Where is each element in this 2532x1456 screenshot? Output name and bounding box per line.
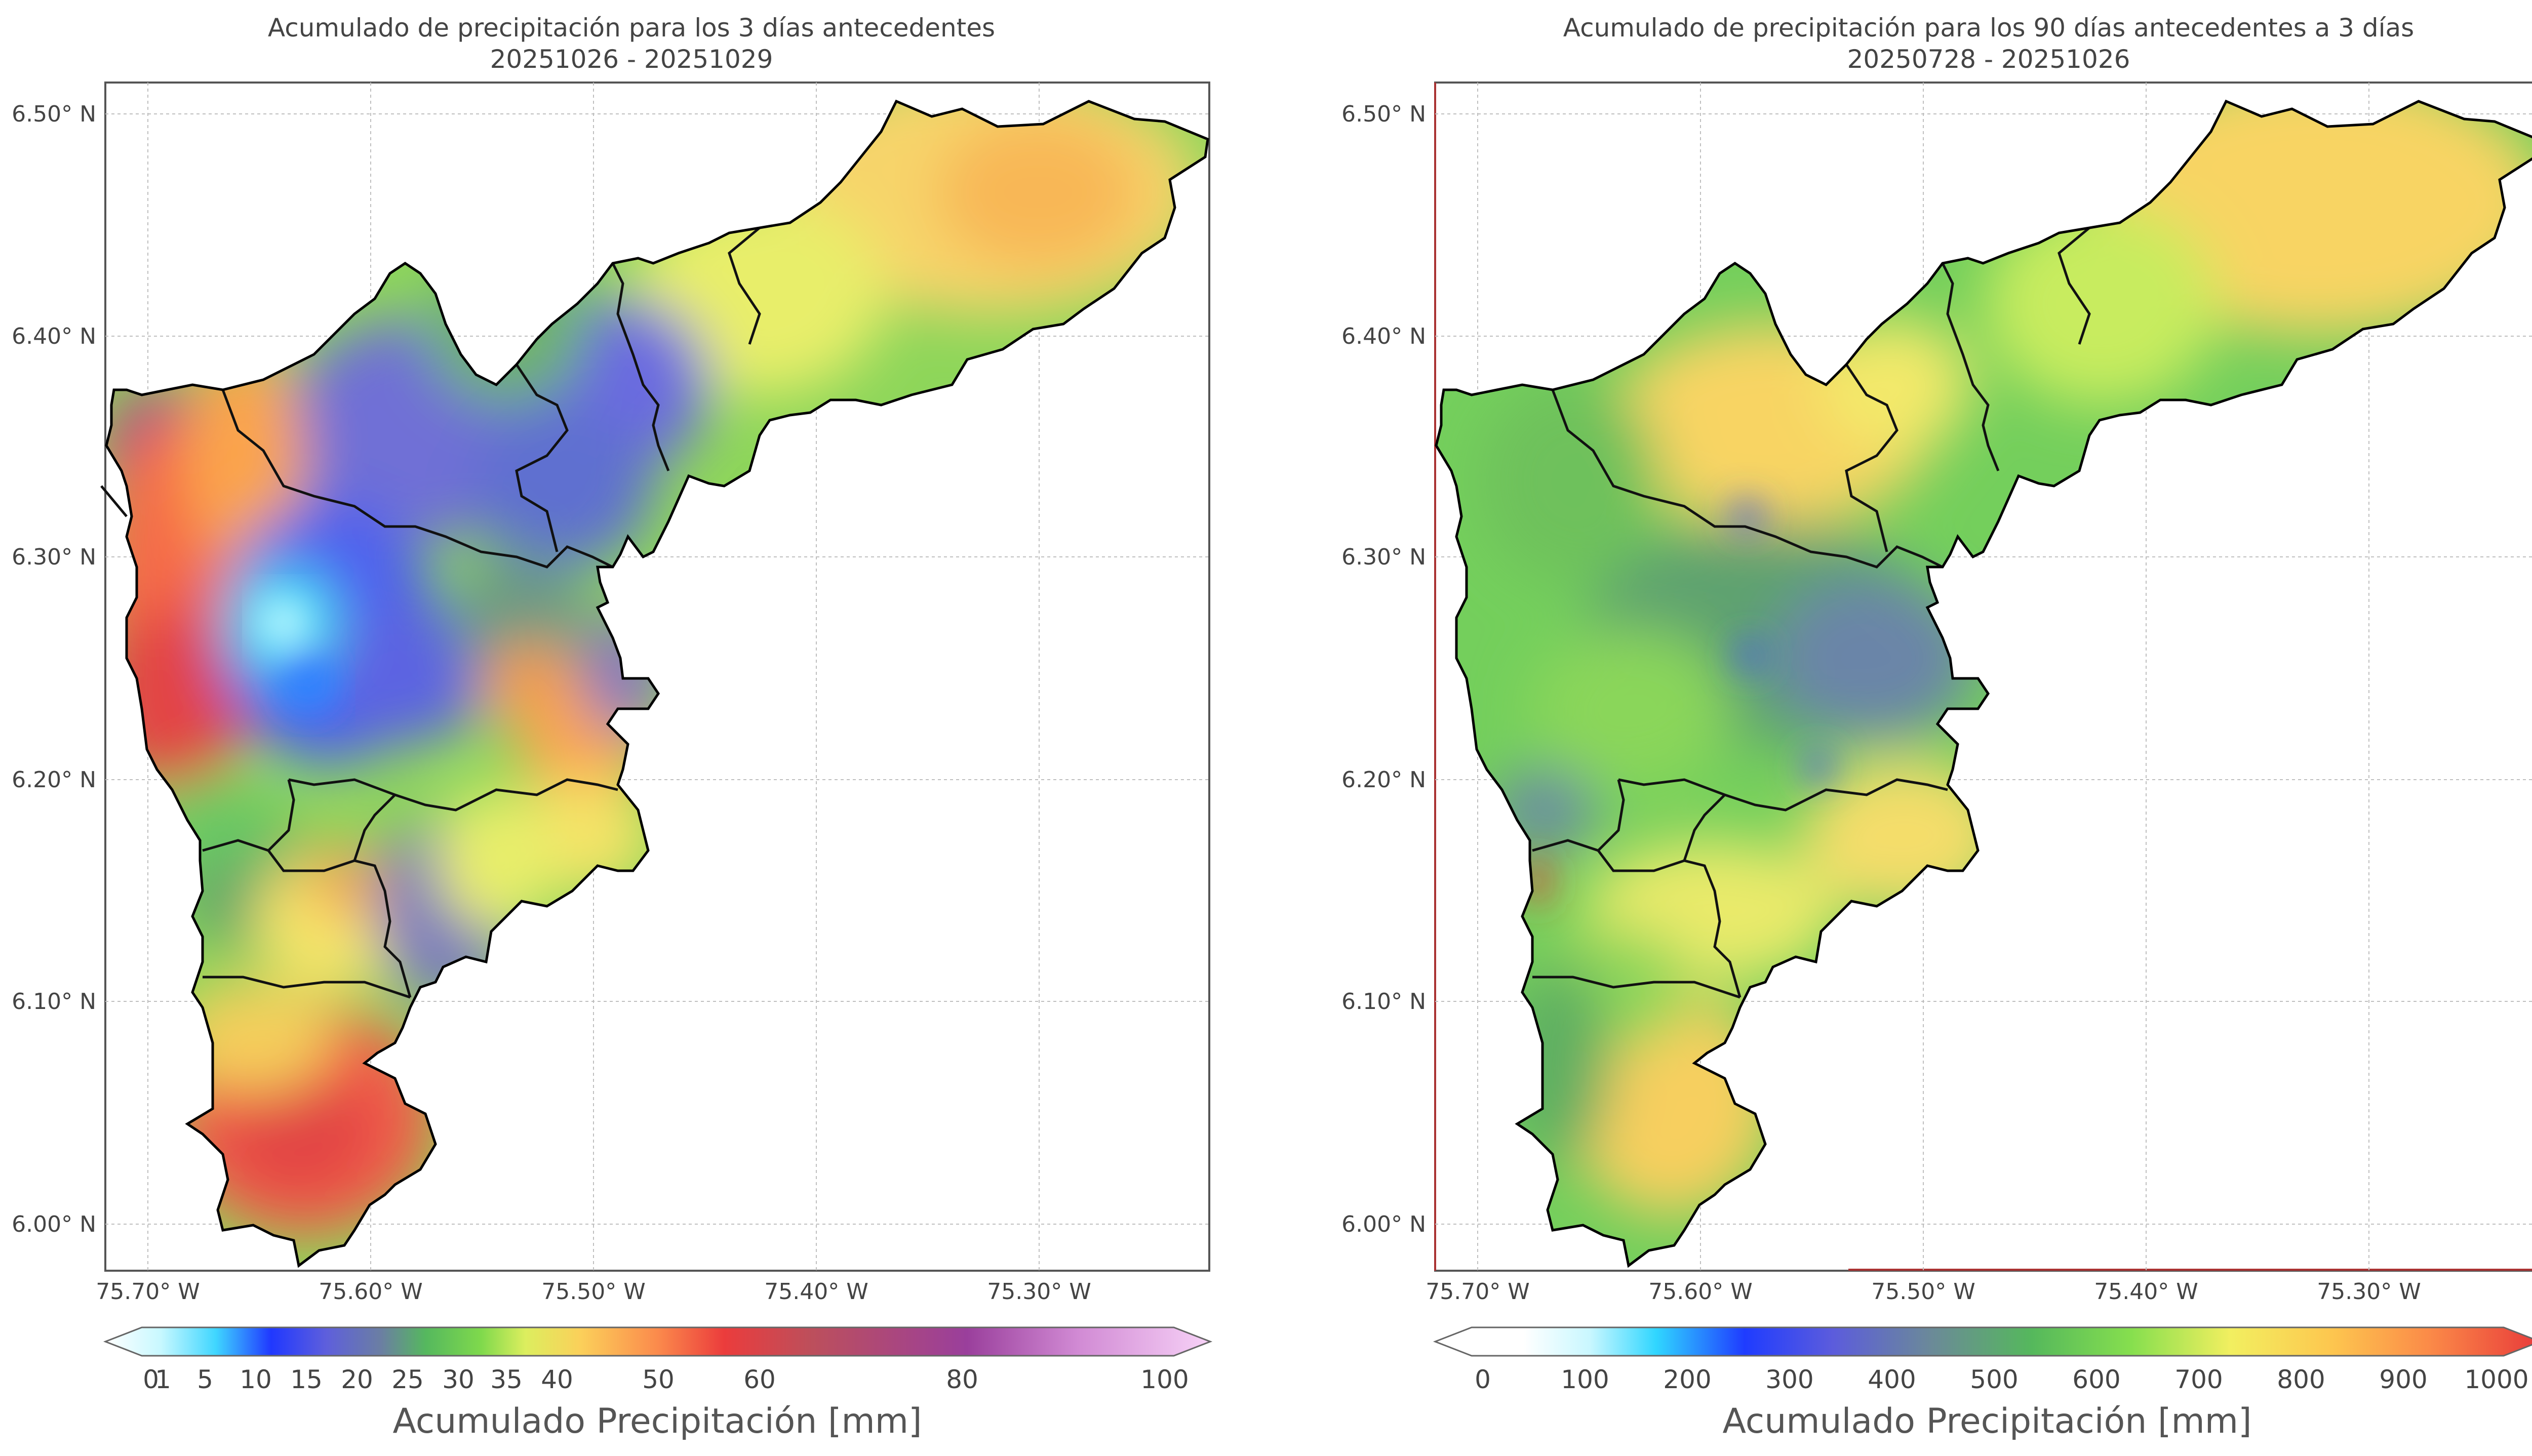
lon-tick: 75.40° W xyxy=(764,1279,868,1305)
lon-tick: 75.60° W xyxy=(1648,1279,1752,1305)
lon-tick: 75.60° W xyxy=(319,1279,422,1305)
left-colorbar xyxy=(103,1326,1213,1357)
lat-tick: 6.20° N xyxy=(12,767,96,793)
lat-tick: 6.30° N xyxy=(12,544,96,570)
left-title-line1: Acumulado de precipitación para los 3 dí… xyxy=(268,13,995,43)
lon-tick: 75.50° W xyxy=(1871,1279,1975,1305)
colorbar-tick: 1 xyxy=(155,1365,171,1394)
colorbar-tick: 900 xyxy=(2379,1365,2427,1394)
lat-tick: 6.10° N xyxy=(12,989,96,1015)
colorbar-tick: 400 xyxy=(1868,1365,1916,1394)
right-title-line1: Acumulado de precipitación para los 90 d… xyxy=(1563,13,2414,43)
colorbar-tick: 300 xyxy=(1765,1365,1813,1394)
lon-tick: 75.70° W xyxy=(1426,1279,1529,1305)
colorbar-tick: 800 xyxy=(2277,1365,2325,1394)
colorbar-tick: 100 xyxy=(1140,1365,1189,1394)
lon-tick: 75.30° W xyxy=(2317,1279,2421,1305)
right-subbasin-lines xyxy=(1532,227,2091,999)
colorbar-tick: 5 xyxy=(197,1365,213,1394)
colorbar-tick: 0 xyxy=(1475,1365,1491,1394)
lat-tick: 6.50° N xyxy=(12,101,96,127)
left-colorbar-ticks: 0 1 5 10 15 20 25 30 35 40 50 60 80 100 xyxy=(143,1365,1189,1394)
colorbar-tick: 500 xyxy=(1970,1365,2018,1394)
right-title-line2: 20250728 - 20251026 xyxy=(1847,45,2130,74)
right-lat-ticks: 6.50° N 6.40° N 6.30° N 6.20° N 6.10° N … xyxy=(1341,101,1426,1237)
lon-tick: 75.40° W xyxy=(2094,1279,2198,1305)
colorbar-tick: 100 xyxy=(1561,1365,1609,1394)
lon-tick: 75.70° W xyxy=(96,1279,200,1305)
lon-tick: 75.30° W xyxy=(987,1279,1091,1305)
colorbar-tick: 15 xyxy=(290,1365,323,1394)
colorbar-tick: 60 xyxy=(743,1365,776,1394)
lat-tick: 6.40° N xyxy=(12,323,96,349)
colorbar-tick: 700 xyxy=(2174,1365,2223,1394)
right-colorbar xyxy=(1433,1326,2532,1357)
lat-tick: 6.40° N xyxy=(1341,323,1426,349)
lat-tick: 6.50° N xyxy=(1341,101,1426,127)
right-colorbar-ticks: 0 100 200 300 400 500 600 700 800 900 10… xyxy=(1475,1365,2529,1394)
lat-tick: 6.10° N xyxy=(1341,989,1426,1015)
left-panel: Acumulado de precipitación para los 3 dí… xyxy=(12,13,1213,1441)
lat-tick: 6.30° N xyxy=(1341,544,1426,570)
left-lon-ticks: 75.70° W 75.60° W 75.50° W 75.40° W 75.3… xyxy=(96,1279,1091,1305)
colorbar-tick: 80 xyxy=(946,1365,978,1394)
colorbar-tick: 25 xyxy=(391,1365,424,1394)
colorbar-tick: 200 xyxy=(1663,1365,1711,1394)
lat-tick: 6.00° N xyxy=(1341,1211,1426,1237)
left-lat-ticks: 6.50° N 6.40° N 6.30° N 6.20° N 6.10° N … xyxy=(12,101,96,1237)
colorbar-tick: 20 xyxy=(341,1365,373,1394)
right-panel: Acumulado de precipitación para los 90 d… xyxy=(1341,13,2532,1441)
lat-tick: 6.00° N xyxy=(12,1211,96,1237)
right-lon-ticks: 75.70° W 75.60° W 75.50° W 75.40° W 75.3… xyxy=(1426,1279,2421,1305)
lat-tick: 6.20° N xyxy=(1341,767,1426,793)
colorbar-tick: 10 xyxy=(240,1365,272,1394)
lon-tick: 75.50° W xyxy=(541,1279,645,1305)
right-colorbar-label: Acumulado Precipitación [mm] xyxy=(1722,1401,2251,1441)
left-title-line2: 20251026 - 20251029 xyxy=(490,45,773,74)
left-subbasin-lines xyxy=(100,227,761,999)
colorbar-tick: 0 xyxy=(143,1365,159,1394)
colorbar-tick: 600 xyxy=(2072,1365,2120,1394)
left-colorbar-label: Acumulado Precipitación [mm] xyxy=(392,1401,922,1441)
colorbar-tick: 1000 xyxy=(2464,1365,2528,1394)
colorbar-tick: 40 xyxy=(541,1365,573,1394)
colorbar-tick: 30 xyxy=(442,1365,474,1394)
colorbar-tick: 50 xyxy=(642,1365,675,1394)
colorbar-tick: 35 xyxy=(490,1365,523,1394)
